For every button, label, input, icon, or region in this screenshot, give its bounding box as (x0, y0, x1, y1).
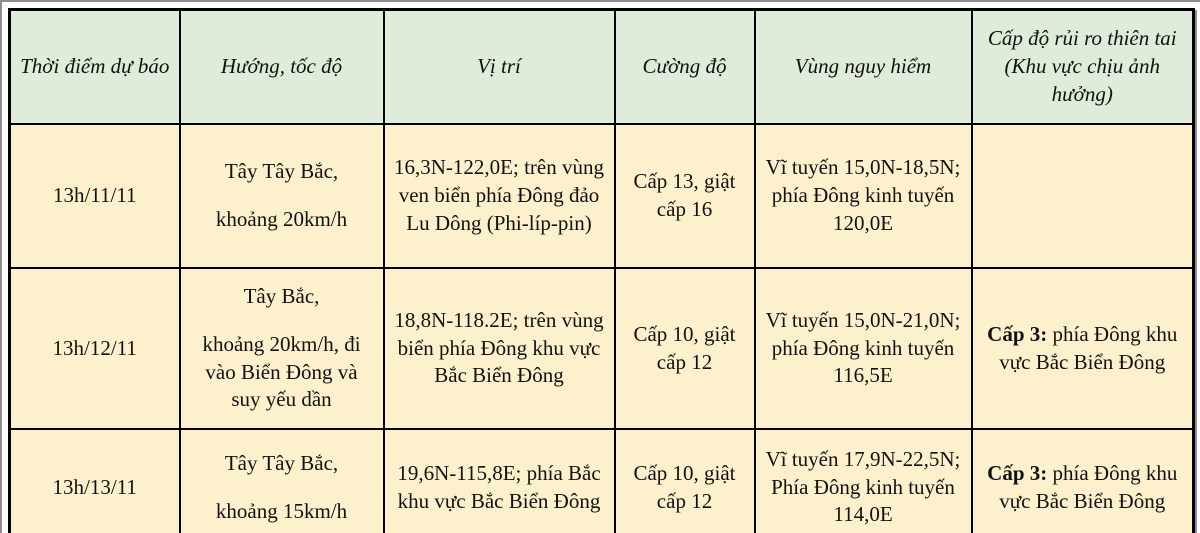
table-row: 13h/12/11 Tây Bắc, khoảng 20km/h, đi vào… (8, 267, 1195, 430)
column-header-danger-zone: Vùng nguy hiểm (753, 8, 973, 125)
cell-intensity: Cấp 10, giật cấp 12 (613, 267, 756, 430)
column-header-intensity: Cường độ (613, 8, 756, 125)
column-header-forecast-time: Thời điểm dự báo (8, 8, 181, 125)
column-header-risk-level: Cấp độ rủi ro thiên tai (Khu vực chịu ản… (970, 8, 1195, 125)
cell-position: 18,8N-118.2E; trên vùng biển phía Đông k… (382, 267, 616, 430)
risk-level-label: Cấp 3: (987, 321, 1048, 346)
direction-line: Tây Tây Bắc, (224, 159, 339, 184)
cell-forecast-time: 13h/12/11 (8, 267, 181, 430)
risk-level-text: phía Đông khu vực Bắc Biển Đông (999, 460, 1178, 513)
direction-line: Tây Tây Bắc, (224, 450, 339, 475)
direction-line: khoảng 20km/h, đi vào Biển Đông và suy y… (202, 331, 361, 412)
cell-danger-zone: Vĩ tuyến 15,0N-21,0N; phía Đông kinh tuy… (753, 267, 973, 430)
cell-intensity: Cấp 13, giật cấp 16 (613, 123, 756, 269)
table-row: 13h/13/11 Tây Tây Bắc, khoảng 15km/h 19,… (8, 428, 1195, 533)
cell-forecast-time: 13h/11/11 (8, 123, 181, 269)
risk-level-text: phía Đông khu vực Bắc Biển Đông (999, 321, 1178, 374)
direction-line: Tây Bắc, (243, 283, 320, 308)
column-header-direction-speed: Hướng, tốc độ (178, 8, 385, 125)
cell-danger-zone: Vĩ tuyến 17,9N-22,5N; Phía Đông kinh tuy… (753, 428, 973, 533)
risk-level-label: Cấp 3: (987, 460, 1048, 485)
cell-risk-level: Cấp 3: phía Đông khu vực Bắc Biển Đông (970, 428, 1195, 533)
direction-line: khoảng 20km/h (215, 207, 348, 231)
cell-danger-zone: Vĩ tuyến 15,0N-18,5N; phía Đông kinh tuy… (753, 123, 973, 269)
table-header-row: Thời điểm dự báo Hướng, tốc độ Vị trí Cư… (8, 8, 1195, 125)
table-row: 13h/11/11 Tây Tây Bắc, khoảng 20km/h 16,… (8, 123, 1195, 269)
cell-risk-level: Cấp 3: phía Đông khu vực Bắc Biển Đông (970, 267, 1195, 430)
cell-intensity: Cấp 10, giật cấp 12 (613, 428, 756, 533)
cell-forecast-time: 13h/13/11 (8, 428, 181, 533)
cell-position: 16,3N-122,0E; trên vùng ven biển phía Đô… (382, 123, 616, 269)
cell-direction-speed: Tây Tây Bắc, khoảng 20km/h (178, 123, 385, 269)
column-header-position: Vị trí (382, 8, 616, 125)
cell-position: 19,6N-115,8E; phía Bắc khu vực Bắc Biển … (382, 428, 616, 533)
direction-line: khoảng 15km/h (215, 498, 348, 523)
storm-forecast-table: Thời điểm dự báo Hướng, tốc độ Vị trí Cư… (8, 8, 1195, 533)
cell-risk-level (970, 123, 1195, 269)
cell-direction-speed: Tây Tây Bắc, khoảng 15km/h (178, 428, 385, 533)
cell-direction-speed: Tây Bắc, khoảng 20km/h, đi vào Biển Đông… (178, 267, 385, 430)
